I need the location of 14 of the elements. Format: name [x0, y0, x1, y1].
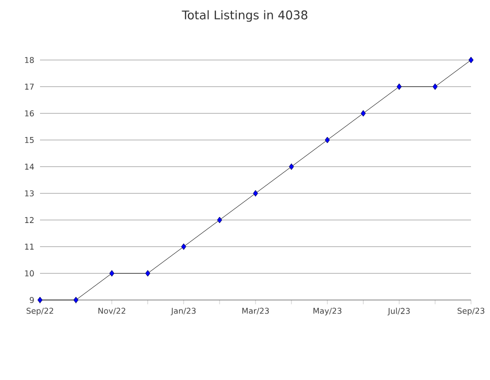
- point: [38, 296, 42, 304]
- point: [181, 243, 186, 250]
- point: [432, 83, 438, 90]
- point: [217, 216, 222, 224]
- point: [145, 270, 150, 277]
- point: [360, 110, 366, 117]
- chart-title: Total Listings in 4038: [182, 10, 308, 22]
- point: [73, 296, 78, 304]
- point: [396, 83, 402, 90]
- point: [468, 56, 474, 64]
- point: [253, 190, 258, 197]
- point: [109, 270, 114, 277]
- point: [324, 136, 330, 144]
- point: [288, 163, 294, 170]
